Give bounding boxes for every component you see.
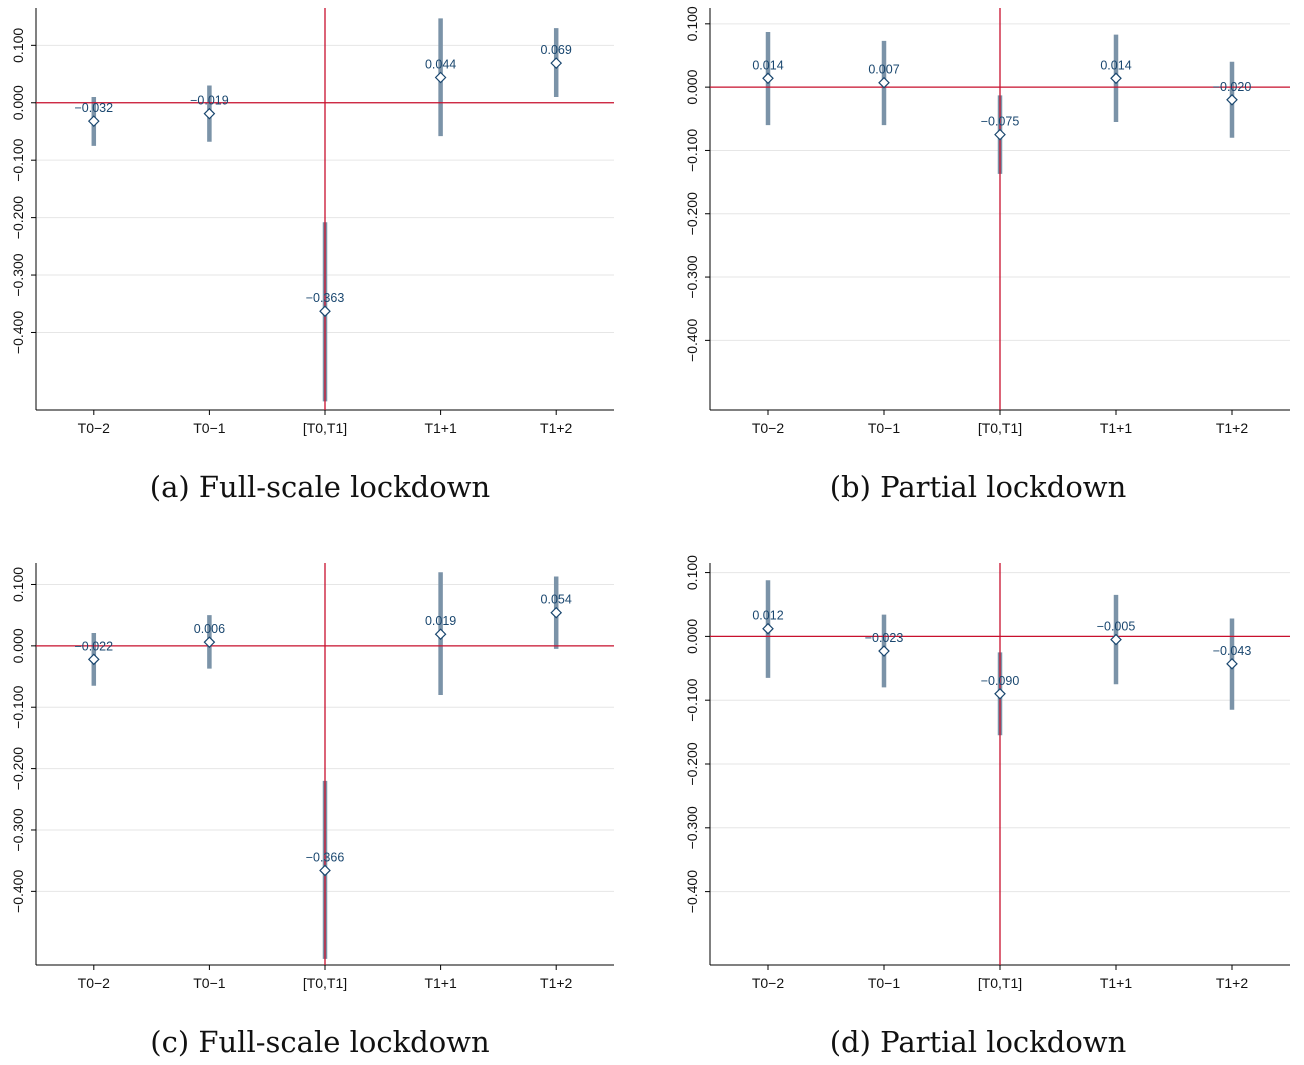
y-tick-label: −0.300 (684, 806, 700, 849)
data-label: 0.014 (752, 58, 783, 72)
x-tick-label: T0−2 (78, 975, 111, 991)
x-tick-label: [T0,T1] (303, 975, 347, 991)
x-tick-label: T1+1 (1100, 420, 1133, 436)
y-tick-label: −0.300 (10, 253, 26, 296)
point-marker (203, 636, 216, 649)
data-label: 0.069 (541, 43, 572, 57)
y-tick-label: −0.300 (10, 808, 26, 851)
x-tick-label: T0−1 (868, 975, 901, 991)
y-tick-label: 0.000 (10, 628, 26, 663)
chart-svg: 0.100 0.000 −0.100 −0.200 −0.300 −0.400 T0−2 T0… (10, 8, 614, 436)
x-tick-label: T1+2 (540, 420, 573, 436)
point-marker (319, 305, 331, 318)
y-tick-label: −0.400 (684, 870, 700, 913)
x-tick-label: [T0,T1] (978, 975, 1022, 991)
data-label: −0.005 (1097, 620, 1136, 634)
data-label: −0.090 (981, 674, 1020, 688)
y-tick-label: −0.100 (684, 129, 700, 172)
data-label: −0.023 (865, 631, 904, 645)
point-marker (550, 606, 563, 619)
chart-svg: 0.100 0.000 −0.100 −0.200 −0.300 −0.400 T0−2 T0… (684, 6, 1290, 436)
x-tick-label: T0−1 (868, 420, 901, 436)
y-tick-label: −0.100 (10, 138, 26, 181)
x-tick-label: T1+2 (540, 975, 573, 991)
point-marker (319, 864, 331, 877)
data-label: −0.363 (306, 291, 345, 305)
chart-panel-a: 0.100 0.000 −0.100 −0.200 −0.300 −0.400 T0−2 T0… (0, 0, 640, 520)
data-label: −0.366 (306, 850, 345, 864)
y-tick-label: −0.200 (684, 742, 700, 785)
data-label: 0.012 (752, 609, 783, 623)
x-tick-label: T1+2 (1216, 420, 1249, 436)
chart-panel-c: 0.100 0.000 −0.100 −0.200 −0.300 −0.400 T0−2 T0… (0, 555, 640, 1065)
point-marker (550, 57, 563, 69)
x-tick-label: T0−2 (752, 975, 785, 991)
data-label: −0.020 (1213, 80, 1252, 94)
x-tick-label: T0−2 (752, 420, 785, 436)
y-tick-label: −0.200 (10, 196, 26, 239)
y-tick-label: 0.100 (10, 567, 26, 602)
chart-panel-b: 0.100 0.000 −0.100 −0.200 −0.300 −0.400 T0−2 T0… (652, 0, 1304, 520)
y-tick-label: 0.100 (10, 28, 26, 63)
point-marker (1110, 633, 1122, 646)
x-tick-label: T0−2 (78, 420, 111, 436)
chart-caption: (d) Partial lockdown (829, 1025, 1127, 1059)
point-marker (434, 71, 447, 84)
data-label: 0.007 (868, 63, 899, 77)
x-tick-label: T1+1 (424, 420, 457, 436)
data-label: −0.043 (1213, 644, 1252, 658)
y-tick-label: −0.400 (10, 870, 26, 913)
point-marker (762, 72, 774, 85)
x-tick-label: [T0,T1] (978, 420, 1022, 436)
x-tick-label: [T0,T1] (303, 420, 347, 436)
data-label: 0.054 (541, 593, 572, 607)
x-tick-label: T1+1 (424, 975, 457, 991)
data-label: 0.044 (425, 57, 456, 71)
point-marker (1226, 93, 1238, 106)
point-marker (87, 653, 100, 666)
chart-panel-d: 0.100 0.000 −0.100 −0.200 −0.300 −0.400 T0−2 T0… (652, 555, 1304, 1065)
point-marker (878, 645, 890, 657)
data-label: 0.019 (425, 614, 456, 628)
y-tick-label: −0.400 (10, 311, 26, 354)
y-tick-label: 0.000 (10, 85, 26, 120)
data-label: −0.032 (75, 101, 114, 115)
point-marker (203, 107, 216, 120)
point-marker (1110, 72, 1122, 85)
point-marker (434, 628, 447, 641)
point-marker (994, 687, 1006, 700)
y-tick-label: 0.000 (684, 619, 700, 654)
y-tick-label: −0.100 (10, 685, 26, 728)
chart-caption: (c) Full-scale lockdown (150, 1025, 490, 1059)
y-tick-label: −0.300 (684, 255, 700, 298)
data-label: −0.022 (75, 639, 114, 653)
y-tick-label: −0.400 (684, 319, 700, 362)
y-tick-label: 0.100 (684, 555, 700, 590)
x-tick-label: T1+1 (1100, 975, 1133, 991)
data-label: 0.014 (1100, 58, 1131, 72)
point-marker (1226, 657, 1238, 670)
point-marker (762, 622, 774, 635)
y-tick-label: −0.200 (684, 192, 700, 235)
data-label: −0.075 (981, 115, 1020, 129)
y-tick-label: −0.200 (10, 747, 26, 790)
chart-caption: (b) Partial lockdown (829, 470, 1127, 504)
y-tick-label: −0.100 (684, 678, 700, 721)
point-marker (87, 115, 100, 127)
x-tick-label: T1+2 (1216, 975, 1249, 991)
chart-svg: 0.100 0.000 −0.100 −0.200 −0.300 −0.400 T0−2 T0… (10, 563, 614, 991)
data-label: 0.006 (194, 622, 225, 636)
data-label: −0.019 (190, 94, 229, 108)
x-tick-label: T0−1 (193, 420, 226, 436)
x-tick-label: T0−1 (193, 975, 226, 991)
point-marker (994, 128, 1006, 141)
chart-svg: 0.100 0.000 −0.100 −0.200 −0.300 −0.400 T0−2 T0… (684, 555, 1290, 991)
chart-caption: (a) Full-scale lockdown (149, 470, 491, 504)
point-marker (878, 76, 890, 89)
y-tick-label: 0.000 (684, 69, 700, 104)
y-tick-label: 0.100 (684, 6, 700, 41)
